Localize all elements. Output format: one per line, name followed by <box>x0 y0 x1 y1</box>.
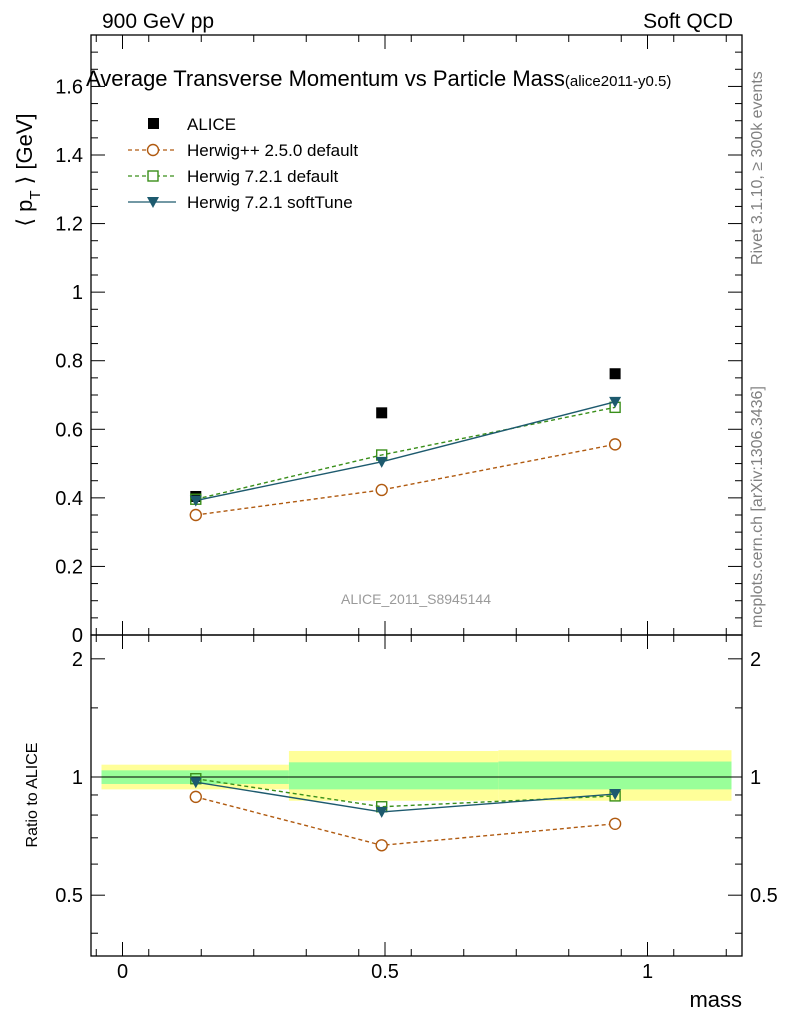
y-tick-label: 0 <box>72 625 83 647</box>
ratio-y-tick-label-left: 1 <box>72 767 83 789</box>
y-tick-label: 1.2 <box>55 214 83 236</box>
chart-title: Average Transverse Momentum vs Particle … <box>86 66 671 91</box>
main-series-point-1-2 <box>608 438 622 451</box>
rivet-label: Rivet 3.1.10, ≥ 300k events <box>749 71 766 265</box>
legend-entry-herwigpp: Herwig++ 2.5.0 default <box>128 141 358 160</box>
x-axis-label: mass <box>689 987 742 1012</box>
main-series-line-2 <box>195 406 616 500</box>
data-series <box>189 368 622 852</box>
ratio-series-point-0-2 <box>608 817 622 830</box>
main-series-point-3-0 <box>189 495 202 507</box>
x-tick-label: 0.5 <box>371 961 399 983</box>
x-tick-label: 0 <box>117 961 128 983</box>
ratio-y-tick-label-right: 2 <box>750 649 761 671</box>
main-series-point-1-0 <box>189 508 202 522</box>
x-tick-label: 1 <box>642 961 653 983</box>
main-series-point-0-1 <box>376 407 388 419</box>
y-tick-label: 0.8 <box>55 351 83 373</box>
main-series-point-0-2 <box>609 368 621 380</box>
band-inner-2 <box>498 761 732 790</box>
legend-entry-softtune: Herwig 7.2.1 softTune <box>128 193 353 212</box>
y-axis-label-main: ⟨ p <box>12 200 37 227</box>
ratio-y-tick-label-right: 0.5 <box>750 885 778 907</box>
ratio-y-tick-label-right: 1 <box>750 767 761 789</box>
header-left: 900 GeV pp <box>102 10 214 33</box>
ratio-series-point-0-0 <box>189 790 202 804</box>
mcplots-label: mcplots.cern.ch [arXiv:1306.3436] <box>749 386 766 628</box>
ratio-series-point-2-1 <box>375 806 388 818</box>
main-series-line-1 <box>195 443 616 516</box>
header-right: Soft QCD <box>643 10 733 33</box>
ratio-y-tick-label-left: 2 <box>72 649 83 671</box>
ratio-series-line-0 <box>195 796 616 846</box>
y-axis-label: ⟨ pT ⟩ [GeV] <box>12 113 44 226</box>
y-tick-label: 0.6 <box>55 419 83 441</box>
ratio-series-point-2-0 <box>189 777 202 789</box>
ratio-panel-frame <box>90 634 743 957</box>
y-tick-label: 0.2 <box>55 556 83 578</box>
y-axis-label-rest: ⟩ [GeV] <box>12 113 37 190</box>
chart-title-main: Average Transverse Momentum vs Particle … <box>86 66 565 91</box>
legend-marker-softtune <box>147 197 159 208</box>
legend-label-softtune: Herwig 7.2.1 softTune <box>187 193 353 212</box>
y-tick-label: 1.6 <box>55 76 83 98</box>
ratio-series-point-2-2 <box>609 789 622 801</box>
analysis-watermark: ALICE_2011_S8945144 <box>341 591 491 607</box>
band-inner-1 <box>288 762 499 790</box>
main-series-point-3-1 <box>375 456 388 468</box>
ratio-y-label: Ratio to ALICE <box>24 743 41 848</box>
y-tick-label: 1 <box>72 282 83 304</box>
ratio-y-tick-label-left: 0.5 <box>55 885 83 907</box>
y-axis-label-sub: T <box>27 190 44 199</box>
legend-label-herwigpp: Herwig++ 2.5.0 default <box>187 141 358 160</box>
legend-entry-herwig721: Herwig 7.2.1 default <box>128 167 338 186</box>
chart-title-tag: (alice2011-y0.5) <box>565 73 671 90</box>
uncertainty-bands <box>91 750 742 801</box>
legend-marker-herwig721 <box>147 170 159 182</box>
legend-label-herwig721: Herwig 7.2.1 default <box>187 167 338 186</box>
y-tick-label: 1.4 <box>55 145 83 167</box>
legend-marker-herwigpp <box>146 143 160 157</box>
axis-ticks: 0 0.2 0.4 0.6 0.8 1 1.2 1.4 1.6 0 0.5 1 0.5 0.5 1 1 2 2 <box>55 35 778 983</box>
legend-label-alice: ALICE <box>187 115 236 134</box>
legend-marker-alice <box>148 118 159 129</box>
y-tick-label: 0.4 <box>55 488 83 510</box>
ratio-series-point-0-1 <box>375 839 388 852</box>
legend-entry-alice: ALICE <box>148 115 236 134</box>
main-series-point-1-1 <box>375 483 388 497</box>
legend: ALICE Herwig++ 2.5.0 default Herwig 7.2.… <box>128 115 358 212</box>
main-series-point-3-2 <box>609 396 622 408</box>
